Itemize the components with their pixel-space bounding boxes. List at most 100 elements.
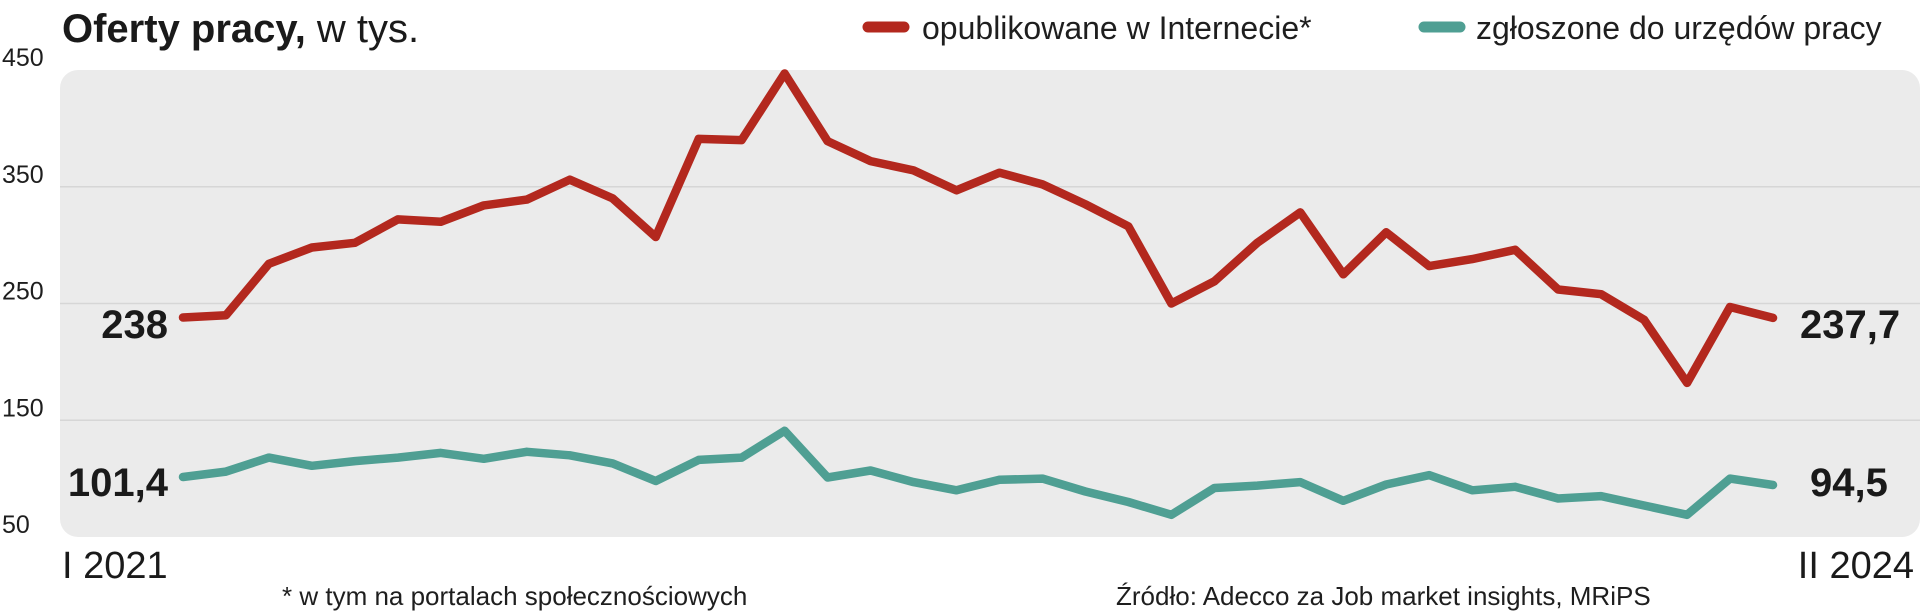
legend-label-internet: opublikowane w Internecie* <box>922 10 1312 46</box>
data-point-offices-30 <box>1468 486 1477 495</box>
x-axis-start-label: I 2021 <box>62 545 168 587</box>
data-point-offices-10 <box>608 459 617 468</box>
y-tick-label-50: 50 <box>2 511 30 539</box>
data-point-internet-37 <box>1769 313 1777 322</box>
data-point-offices-4 <box>350 457 359 466</box>
data-point-offices-11 <box>651 476 660 485</box>
source: Źródło: Adecco za Job market insights, M… <box>1116 581 1651 611</box>
data-point-internet-16 <box>866 157 875 166</box>
data-point-internet-28 <box>1382 228 1391 237</box>
data-point-internet-30 <box>1468 255 1477 264</box>
data-point-internet-31 <box>1511 245 1520 254</box>
data-point-offices-2 <box>264 453 273 462</box>
series-line-internet <box>178 69 1778 388</box>
data-point-offices-3 <box>307 461 316 470</box>
data-point-internet-34 <box>1640 315 1649 324</box>
data-point-internet-13 <box>737 136 746 145</box>
data-point-offices-7 <box>479 454 488 463</box>
data-point-internet-7 <box>479 201 488 210</box>
footnote: * w tym na portalach społecznościowych <box>282 581 747 611</box>
data-point-offices-34 <box>1640 501 1649 510</box>
data-point-internet-10 <box>608 194 617 203</box>
data-point-offices-6 <box>436 448 445 457</box>
legend: opublikowane w Internecie* zgłoszone do … <box>862 10 1882 46</box>
data-point-offices-9 <box>565 451 574 460</box>
data-point-internet-4 <box>350 238 359 247</box>
data-point-offices-0 <box>179 472 187 481</box>
data-point-internet-36 <box>1726 303 1735 312</box>
data-point-internet-18 <box>952 186 961 195</box>
data-point-offices-13 <box>737 453 746 462</box>
chart-title: Oferty pracy, w tys. <box>62 7 419 51</box>
data-point-internet-5 <box>393 215 402 224</box>
label-internet-end: 237,7 <box>1800 303 1900 347</box>
data-point-offices-19 <box>995 475 1004 484</box>
data-point-offices-21 <box>1081 487 1090 496</box>
chart-title-unit: w tys. <box>306 7 419 51</box>
data-point-internet-11 <box>651 232 660 241</box>
data-point-offices-29 <box>1425 471 1434 480</box>
data-point-offices-8 <box>522 447 531 456</box>
data-point-internet-3 <box>307 243 316 252</box>
data-point-offices-20 <box>1038 474 1047 483</box>
data-point-internet-22 <box>1124 222 1133 231</box>
data-point-offices-15 <box>823 473 832 482</box>
data-point-offices-26 <box>1296 478 1305 487</box>
data-point-internet-21 <box>1081 200 1090 209</box>
data-point-offices-35 <box>1683 510 1692 519</box>
data-point-internet-26 <box>1296 208 1305 217</box>
data-point-internet-12 <box>694 134 703 143</box>
data-point-offices-12 <box>694 455 703 464</box>
data-point-internet-1 <box>221 311 230 320</box>
data-point-internet-17 <box>909 166 918 175</box>
data-point-internet-23 <box>1167 299 1176 308</box>
data-point-internet-2 <box>264 259 273 268</box>
y-axis-ticks: 50 150 250 350 450 <box>2 44 44 539</box>
data-point-internet-32 <box>1554 285 1563 294</box>
data-point-internet-15 <box>823 137 832 146</box>
data-point-internet-33 <box>1597 290 1606 299</box>
data-point-offices-1 <box>221 467 230 476</box>
data-point-offices-31 <box>1511 482 1520 491</box>
y-tick-label-350: 350 <box>2 161 44 189</box>
label-offices-start: 101,4 <box>68 461 169 505</box>
y-tick-label-250: 250 <box>2 278 44 306</box>
data-point-internet-9 <box>565 175 574 184</box>
chart-title-bold: Oferty pracy, <box>62 7 306 51</box>
data-point-offices-24 <box>1210 483 1219 492</box>
data-point-offices-32 <box>1554 494 1563 503</box>
data-point-offices-5 <box>393 453 402 462</box>
label-internet-start: 238 <box>101 303 168 347</box>
x-axis-end-label: II 2024 <box>1798 545 1914 587</box>
data-point-internet-20 <box>1038 180 1047 189</box>
data-point-offices-28 <box>1382 480 1391 489</box>
data-point-internet-6 <box>436 217 445 226</box>
label-offices-end: 94,5 <box>1810 461 1888 505</box>
data-point-offices-16 <box>866 466 875 475</box>
data-point-offices-25 <box>1253 481 1262 490</box>
data-point-offices-14 <box>780 426 789 435</box>
data-point-internet-25 <box>1253 238 1262 247</box>
data-point-offices-27 <box>1339 496 1348 505</box>
legend-label-offices: zgłoszone do urzędów pracy <box>1476 10 1882 46</box>
data-point-internet-29 <box>1425 262 1434 271</box>
data-point-internet-35 <box>1683 378 1692 387</box>
data-point-offices-17 <box>909 478 918 487</box>
data-point-internet-24 <box>1210 277 1219 286</box>
data-point-offices-23 <box>1167 510 1176 519</box>
data-point-internet-0 <box>179 313 187 322</box>
data-point-offices-36 <box>1726 474 1735 483</box>
series-line-offices <box>178 426 1778 520</box>
series <box>178 69 1778 520</box>
y-tick-label-150: 150 <box>2 394 44 422</box>
data-point-offices-37 <box>1769 481 1777 490</box>
data-point-offices-33 <box>1597 492 1606 501</box>
y-tick-label-450: 450 <box>2 44 44 72</box>
data-point-offices-22 <box>1124 497 1133 506</box>
data-point-internet-8 <box>522 195 531 204</box>
data-point-internet-27 <box>1339 270 1348 279</box>
data-point-offices-18 <box>952 486 961 495</box>
data-point-internet-14 <box>780 69 789 78</box>
data-point-internet-19 <box>995 168 1004 177</box>
